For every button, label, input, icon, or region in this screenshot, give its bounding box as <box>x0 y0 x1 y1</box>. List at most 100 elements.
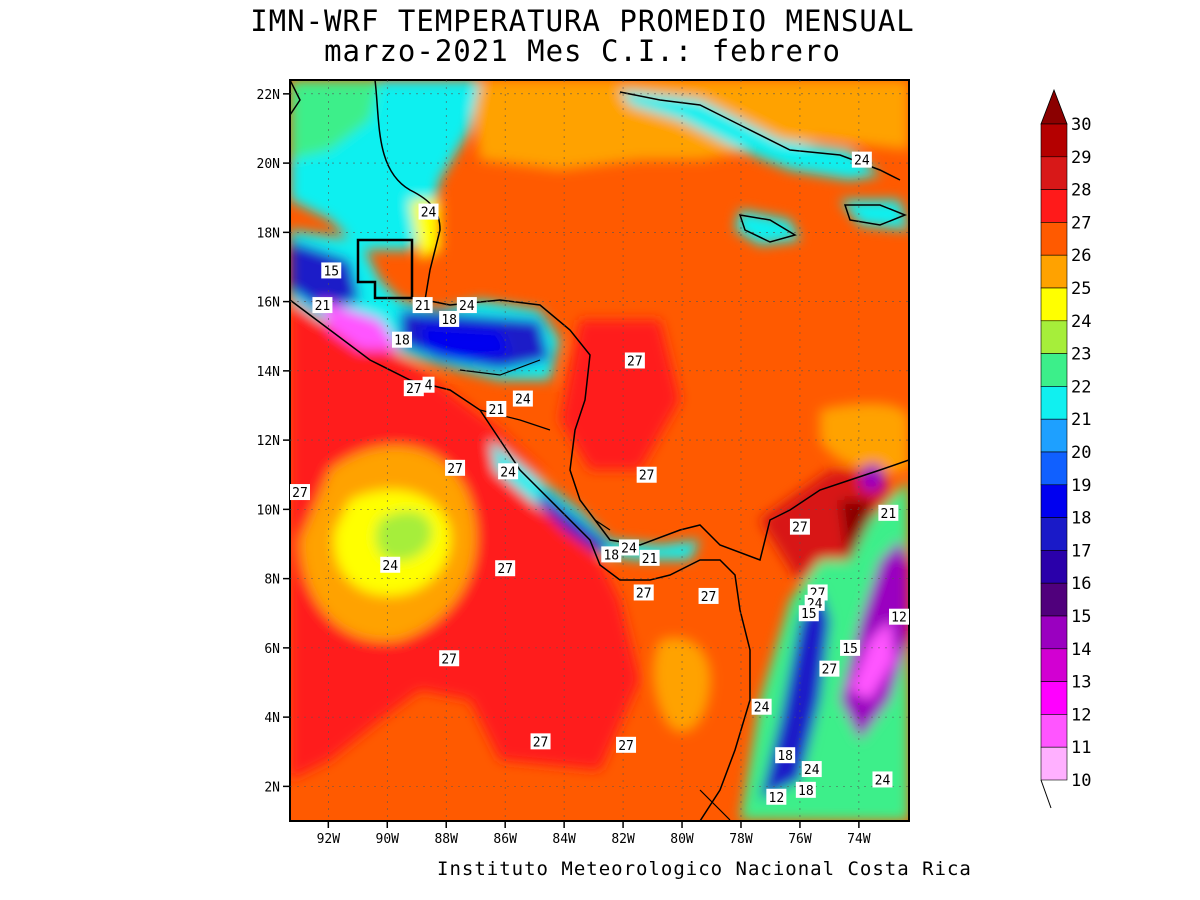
colorbar-swatch <box>1040 320 1068 354</box>
contour-label-bg <box>530 733 551 750</box>
contour-label: 24 <box>500 465 516 480</box>
guatemala-border <box>356 238 414 300</box>
contour-label: 27 <box>822 663 838 678</box>
lat-tick-label: 2N <box>264 780 280 795</box>
contour-label-bg <box>789 518 810 535</box>
contour-label-bg <box>601 546 622 563</box>
colorbar-label: 11 <box>1071 738 1091 758</box>
contour-label-bg <box>819 660 840 677</box>
field-21-cuba <box>620 90 880 180</box>
contour-label: 27 <box>447 462 463 477</box>
contour-label-bg <box>840 639 861 656</box>
colorbar-label: 17 <box>1071 541 1091 561</box>
contour-label: 18 <box>777 749 793 764</box>
contour-label-bg <box>618 539 639 556</box>
contour-label: 21 <box>415 299 431 314</box>
contour-label-bg <box>775 747 796 764</box>
colorbar-label: 10 <box>1071 771 1091 791</box>
contour-label: 21 <box>881 507 897 522</box>
colorbar-swatch <box>1040 714 1068 748</box>
contour-label-bg <box>616 736 637 753</box>
contour-label-bg <box>486 400 507 417</box>
contour-label: 24 <box>804 763 820 778</box>
contour-label: 24 <box>421 206 437 221</box>
colorbar-label: 21 <box>1071 410 1091 430</box>
contour-label-bg <box>766 788 787 805</box>
contour-label: 12 <box>891 611 907 626</box>
contour-label: 12 <box>769 791 785 806</box>
contour-label: 24 <box>854 154 870 169</box>
colorbar-swatch <box>1040 189 1068 223</box>
field-21-jamaica <box>735 210 800 245</box>
field-21-hispaniola <box>840 200 909 230</box>
field-11-chiapas <box>320 300 400 350</box>
contour-label: 18 <box>394 334 410 349</box>
colorbar-label: 23 <box>1071 345 1091 365</box>
lat-tick-label: 4N <box>264 711 280 726</box>
field-23-dome <box>375 511 433 561</box>
contour-label-bg <box>636 466 657 483</box>
contour-label-bg <box>512 390 533 407</box>
colorbar-swatch <box>1040 681 1068 715</box>
contour-label: 15 <box>842 642 858 657</box>
contour-label: 27 <box>627 354 643 369</box>
colorbar-label: 28 <box>1071 181 1091 201</box>
field-25-north <box>470 80 909 170</box>
lat-tick-label: 22N <box>257 88 280 103</box>
contour-label: 27 <box>636 586 652 601</box>
contour-label: 15 <box>801 607 817 622</box>
colorbar-swatch <box>1040 287 1068 322</box>
contour-label-bg <box>445 459 466 476</box>
colorbar-swatch <box>1040 123 1068 158</box>
graticule <box>290 80 909 821</box>
colorbar-label: 22 <box>1071 377 1091 397</box>
contour-label: 18 <box>603 548 619 563</box>
colorbar-swatch <box>1040 615 1068 650</box>
lon-tick-label: 74W <box>847 832 871 847</box>
colorbar-label: 29 <box>1071 148 1091 168</box>
colorbar-swatch <box>1040 254 1068 289</box>
colorbar-swatch <box>1040 550 1068 584</box>
colorbar-label: 14 <box>1071 640 1091 660</box>
colorbar-label: 13 <box>1071 673 1091 693</box>
colorbar-swatch <box>1040 222 1068 256</box>
lon-tick-label: 92W <box>317 832 341 847</box>
colorbar-bottom-tail <box>1040 779 1052 809</box>
colorbar-swatch <box>1040 418 1068 453</box>
colorbar: 30 29 28 27 26 25 24 23 22 21 20 19 18 17 16 15 14 13 12 11… <box>1040 88 1091 809</box>
colorbar-label: 24 <box>1071 312 1091 332</box>
contour-label-bg <box>392 331 413 348</box>
colorbar-label: 25 <box>1071 279 1091 299</box>
lon-tick-label: 76W <box>788 832 812 847</box>
colorbar-label: 20 <box>1071 443 1091 463</box>
contour-label-bg <box>639 549 660 566</box>
lon-tick-label: 86W <box>493 832 517 847</box>
contour-label-bg <box>624 352 645 369</box>
contour-label: 27 <box>639 469 655 484</box>
contour-label-bg <box>798 605 819 622</box>
contour-label: 27 <box>441 652 457 667</box>
contour-label-bg <box>633 584 654 601</box>
colorbar-swatch <box>1040 582 1068 617</box>
contour-label: 15 <box>323 264 339 279</box>
colorbar-label: 12 <box>1071 705 1091 725</box>
colorbar-label: 30 <box>1071 115 1091 135</box>
contour-label: 27 <box>406 382 422 397</box>
contour-label-bg <box>403 380 424 397</box>
lon-tick-label: 80W <box>670 832 694 847</box>
lat-tick-label: 6N <box>264 642 280 657</box>
contour-label: 24 <box>382 559 398 574</box>
axis-ticks: 22N 20N 18N 16N 14N 12N 10N 8N 6N 4N 2N 92W 90W 88W 86… <box>257 88 871 847</box>
lat-tick-label: 16N <box>257 296 280 311</box>
footer-credit: Instituto Meteorologico Nacional Costa R… <box>437 858 972 880</box>
contour-label: 27 <box>292 486 308 501</box>
lon-tick-label: 84W <box>552 832 576 847</box>
contour-label-bg <box>439 310 460 327</box>
field-22-gulf <box>290 80 380 160</box>
chart-subtitle: marzo-2021 Mes C.I.: febrero <box>324 34 841 68</box>
colorbar-label: 15 <box>1071 607 1091 627</box>
contour-label-bg <box>321 262 342 279</box>
field-11-andes <box>850 620 895 700</box>
contour-label-bg <box>498 463 519 480</box>
